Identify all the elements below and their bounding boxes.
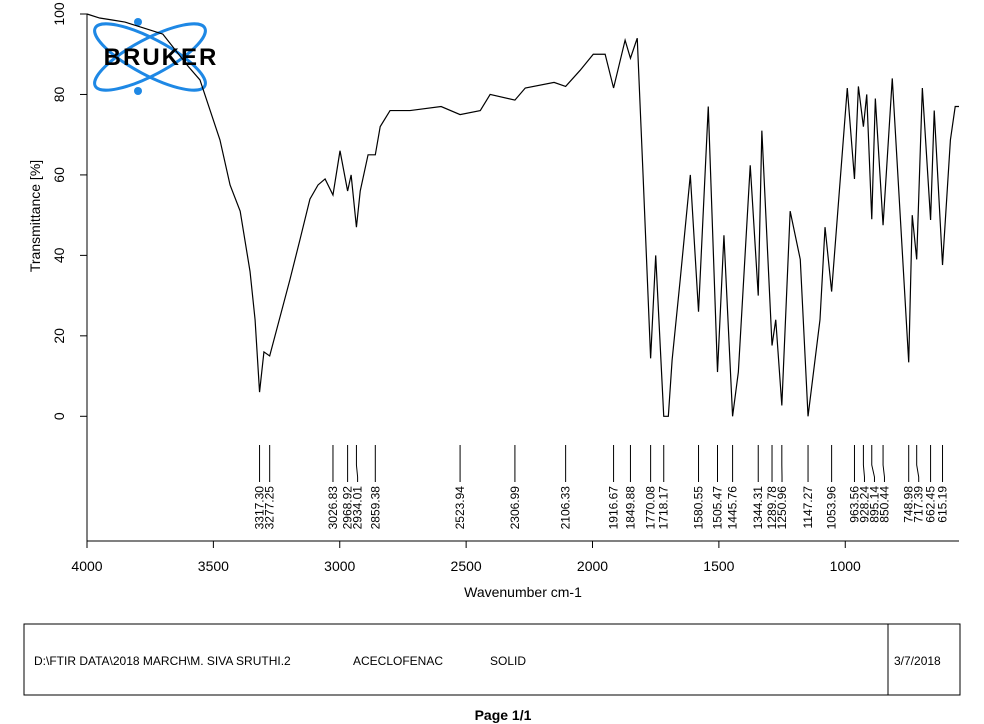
- peak-label: 1250.96: [775, 486, 789, 530]
- y-tick-label: 100: [51, 2, 67, 26]
- logo-text: BRUKER: [104, 44, 219, 71]
- footer: D:\FTIR DATA\2018 MARCH\M. SIVA SRUTHI.2…: [23, 623, 961, 696]
- peak-marker: [882, 445, 885, 482]
- peak-label: 1916.67: [607, 486, 621, 530]
- file-path: D:\FTIR DATA\2018 MARCH\M. SIVA SRUTHI.2: [34, 654, 291, 668]
- x-tick-label: 3500: [198, 558, 229, 574]
- footer-box: [23, 623, 961, 696]
- peak-label: 3277.25: [263, 486, 277, 530]
- peak-marker: [916, 445, 920, 482]
- peak-label: 2306.99: [508, 486, 522, 530]
- peak-label: 2934.01: [351, 486, 365, 530]
- peak-label: 1445.76: [726, 486, 740, 530]
- y-tick-label: 40: [51, 247, 67, 263]
- peak-label: 748.98: [902, 486, 916, 523]
- peak-marker: [871, 445, 875, 482]
- logo-dot: [134, 18, 142, 26]
- logo-orbit: [93, 22, 207, 92]
- peak-label: 2968.92: [341, 486, 355, 530]
- peak-marker: [862, 445, 865, 482]
- peak-label: 1289.78: [765, 486, 779, 530]
- peak-label: 928.24: [857, 486, 871, 523]
- peak-label: 2523.94: [453, 486, 467, 530]
- x-tick-label: 1500: [703, 558, 734, 574]
- logo-orbit: [93, 22, 207, 92]
- x-tick-label: 2000: [577, 558, 608, 574]
- peak-label: 2106.33: [559, 486, 573, 530]
- peak-label: 1147.27: [801, 486, 815, 529]
- spectrum-line: [86, 13, 959, 417]
- peak-label: 2859.38: [368, 486, 382, 530]
- logo: BRUKER: [93, 18, 219, 95]
- peak-label: 615.19: [936, 486, 950, 523]
- peak-label: 3317.30: [253, 486, 267, 530]
- x-tick-label: 2500: [451, 558, 482, 574]
- peak-label: 1344.31: [751, 486, 765, 530]
- peak-label: 1580.55: [692, 486, 706, 530]
- sample-form: SOLID: [490, 654, 526, 668]
- peak-label: 662.45: [924, 486, 938, 523]
- peak-label: 1770.08: [644, 486, 658, 530]
- y-tick-label: 80: [51, 86, 67, 102]
- peak-label: 1849.88: [623, 486, 637, 530]
- peak-label: 895.14: [867, 486, 881, 523]
- y-axis-label: Transmittance [%]: [27, 160, 43, 272]
- peak-label: 963.56: [847, 486, 861, 523]
- peak-label: 1505.47: [711, 486, 725, 530]
- x-axis-label: Wavenumber cm-1: [464, 584, 582, 600]
- page-number: Page 1/1: [475, 707, 532, 723]
- peak-label: 717.39: [912, 486, 926, 523]
- date: 3/7/2018: [894, 654, 941, 668]
- x-tick-label: 1000: [830, 558, 861, 574]
- x-tick-label: 4000: [71, 558, 102, 574]
- sample-name: ACECLOFENAC: [353, 654, 443, 668]
- y-tick-label: 60: [51, 167, 67, 183]
- y-tick-label: 20: [51, 328, 67, 344]
- peak-label: 850.44: [877, 486, 891, 523]
- y-tick-label: 0: [51, 412, 67, 420]
- peak-marker: [355, 445, 359, 482]
- peak-label: 3026.83: [326, 486, 340, 530]
- peak-label: 1718.17: [657, 486, 671, 530]
- peak-label: 1053.96: [825, 486, 839, 530]
- logo-dot: [134, 87, 142, 95]
- x-tick-label: 3000: [324, 558, 355, 574]
